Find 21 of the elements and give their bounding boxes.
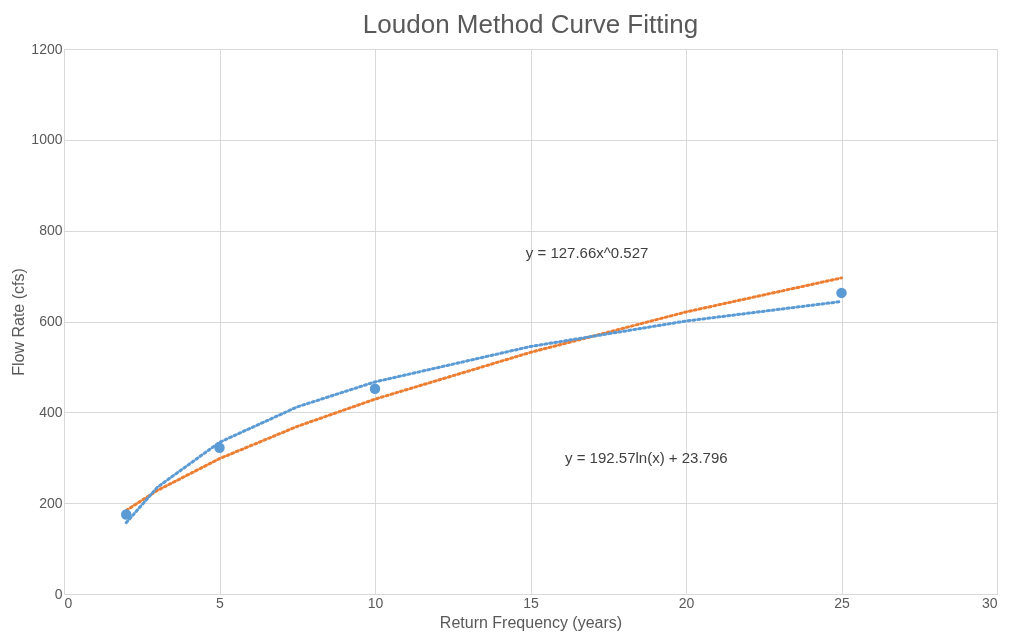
point [369,383,381,394]
x-tick-label: 10 [367,594,384,611]
chart-title: Loudon Method Curve Fitting [362,9,699,39]
y-axis-title: Flow Rate (cfs) [10,268,28,376]
y-tick-label: 200 [39,494,63,511]
annotation: y = 192.57ln(x) + 23.796 [565,448,728,466]
y-tick-label: 400 [39,403,63,420]
x-tick-label: 20 [678,594,695,611]
y-tick-label: 1200 [31,40,63,57]
point [214,442,225,453]
annotation: y = 127.66x^0.527 [525,244,649,262]
point [836,287,847,299]
x-axis-title: Return Frequency (years) [439,613,623,631]
x-tick-label: 25 [834,594,850,611]
point [120,509,132,520]
x-tick-label: 5 [216,594,225,611]
x-tick-label: 30 [981,594,998,611]
x-tick-label: 15 [523,594,539,611]
y-tick-label: 800 [39,222,63,239]
y-tick-label: 600 [39,313,63,329]
y-tick-label: 1000 [31,131,63,148]
